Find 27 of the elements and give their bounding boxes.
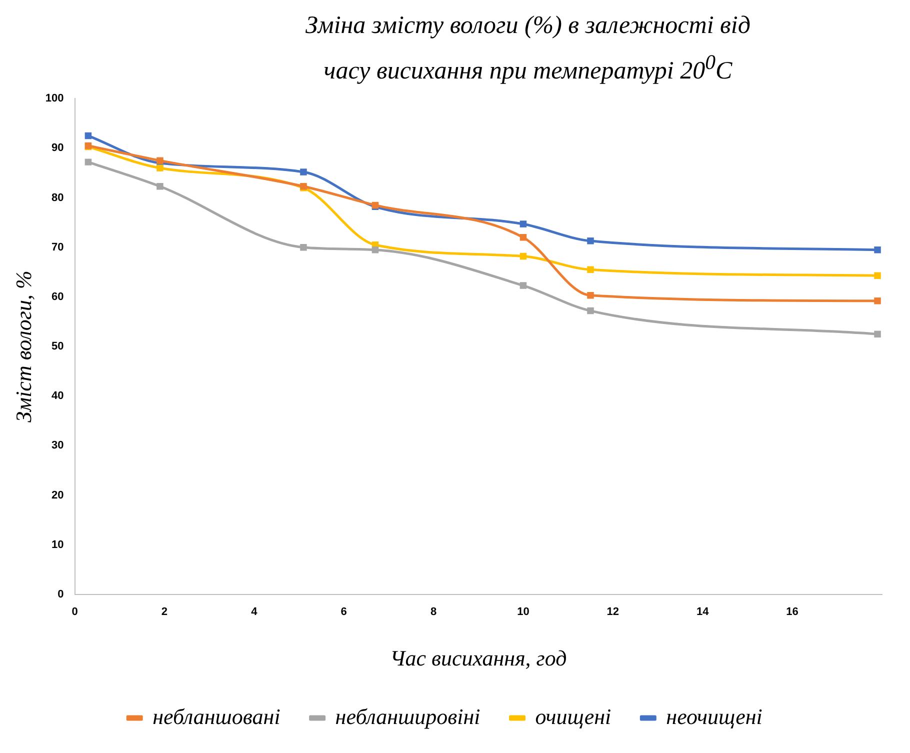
legend-label: очищені	[535, 704, 612, 730]
chart-title: Зміна змісту вологи (%) в залежності від часу висихання при температурі 20$^{0}$C	[304, 11, 752, 86]
x-tick-label: 2	[161, 606, 168, 618]
x-axis-title: Час висихання, год	[390, 646, 567, 671]
y-tick-label: 70	[52, 242, 64, 254]
x-tick-label: 10	[517, 606, 530, 618]
y-tick-label: 0	[58, 588, 64, 601]
x-tick-label: 16	[786, 606, 798, 618]
legend-label: неочищені	[666, 704, 762, 730]
y-axis-title: Зміст вологи, %	[10, 270, 36, 423]
x-tick-label: 12	[606, 606, 620, 618]
y-tick-label: 30	[52, 440, 64, 452]
y-tick-label: 60	[52, 291, 64, 304]
legend-label: небланшовані	[152, 704, 280, 730]
y-tick-label: 90	[52, 142, 64, 155]
y-tick-label: 50	[52, 340, 64, 353]
y-tick-label: 40	[52, 390, 64, 402]
x-tick-label: 4	[251, 606, 258, 618]
y-tick-label: 100	[45, 92, 64, 105]
x-tick-label: 0	[72, 606, 78, 618]
y-tick-label: 80	[52, 192, 64, 204]
x-tick-label: 14	[696, 606, 710, 618]
x-tick-label: 6	[340, 606, 347, 618]
x-tick-label: 8	[430, 606, 437, 618]
legend-label: небланшировіні	[335, 704, 480, 730]
y-tick-label: 10	[52, 539, 64, 552]
y-tick-label: 20	[52, 490, 64, 502]
